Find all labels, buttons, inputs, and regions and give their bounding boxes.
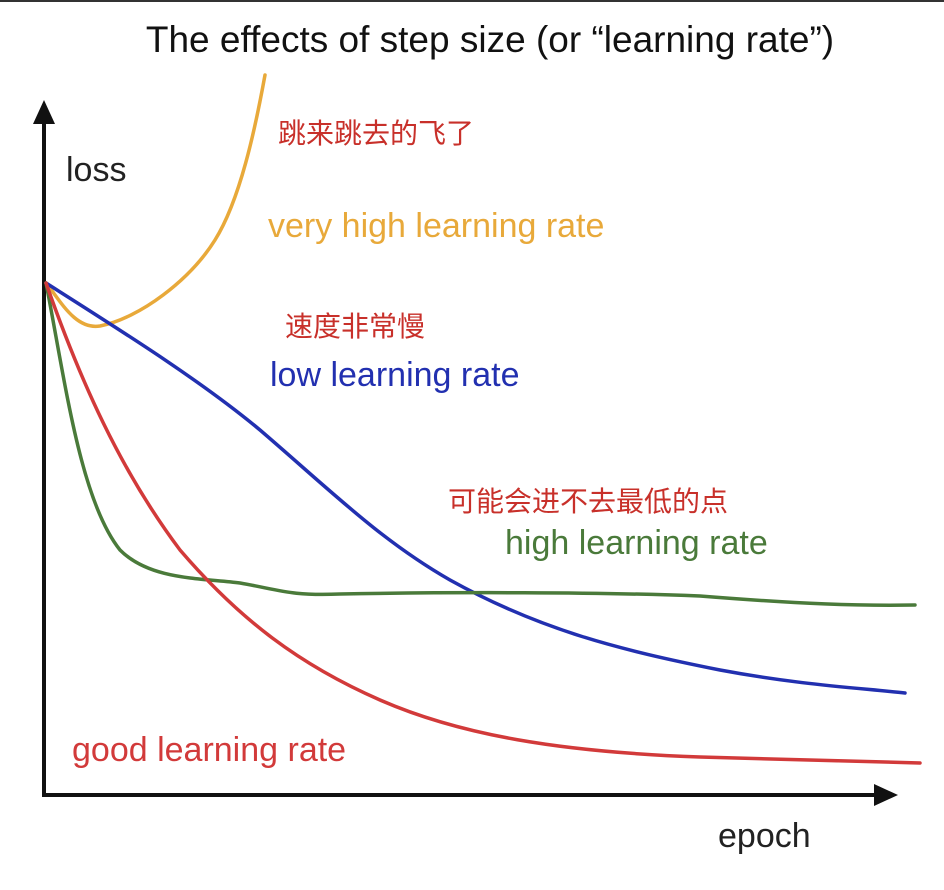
high-note: 可能会进不去最低的点 bbox=[448, 485, 728, 518]
y-axis-arrow bbox=[33, 100, 55, 124]
good-label: good learning rate bbox=[72, 731, 346, 769]
low-note: 速度非常慢 bbox=[285, 310, 425, 343]
x-axis-label: epoch bbox=[718, 817, 811, 855]
very-high-label: very high learning rate bbox=[268, 207, 604, 245]
title: The effects of step size (or “learning r… bbox=[146, 19, 834, 60]
low-curve bbox=[44, 281, 907, 695]
very-high-curve bbox=[44, 73, 267, 328]
x-axis-arrow bbox=[874, 784, 898, 806]
low-label: low learning rate bbox=[270, 356, 519, 394]
high-curve bbox=[44, 281, 917, 607]
very-high-note: 跳来跳去的飞了 bbox=[278, 117, 474, 150]
high-label: high learning rate bbox=[505, 524, 768, 562]
good-curve bbox=[44, 281, 922, 765]
y-axis-label: loss bbox=[66, 151, 126, 189]
